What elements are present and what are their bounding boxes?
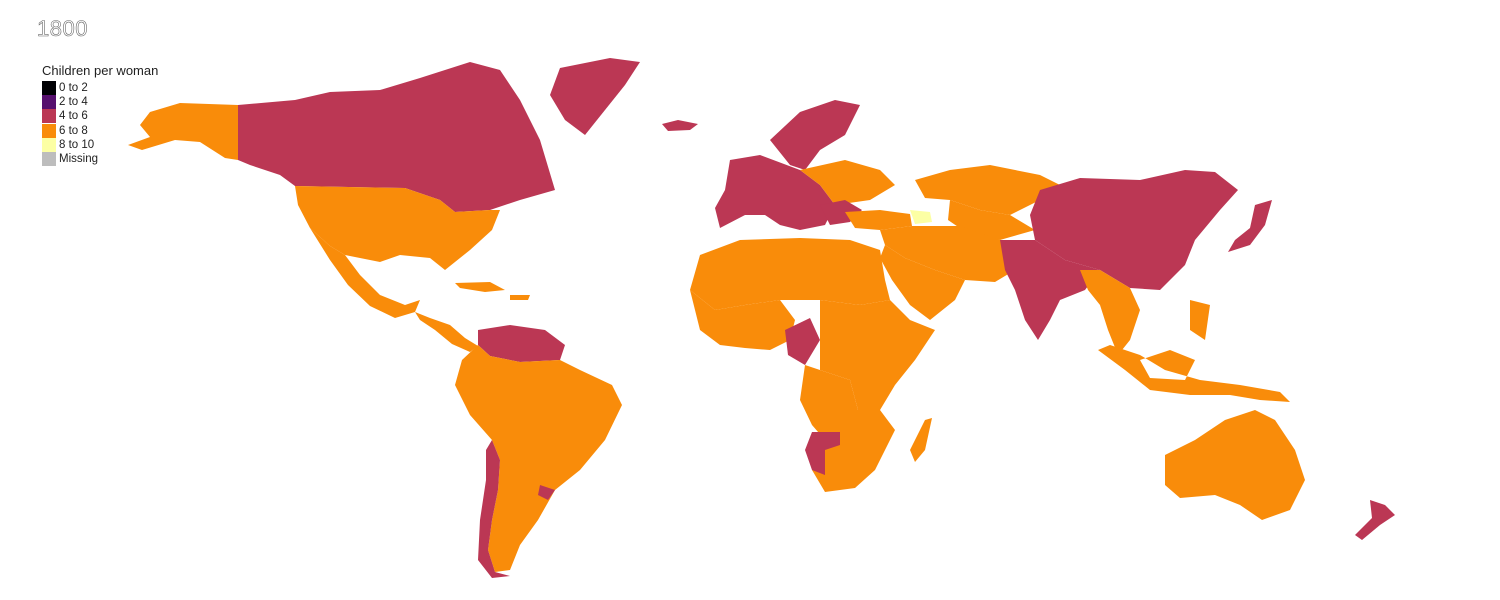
legend-swatch (42, 152, 56, 167)
region-russia (915, 165, 1060, 215)
legend-label: 0 to 2 (59, 82, 88, 95)
region-caucasus (910, 210, 932, 224)
region-iceland (662, 120, 698, 131)
legend-swatch (42, 137, 56, 152)
region-chile (478, 440, 510, 578)
legend-title: Children per woman (42, 63, 159, 78)
legend-swatch (42, 95, 56, 110)
legend: Children per woman 0 to 2 2 to 4 4 to 6 … (42, 63, 159, 167)
region-mexico (310, 228, 420, 318)
region-scandinavia (770, 100, 860, 170)
region-west-africa (690, 290, 795, 350)
region-uruguay (538, 485, 555, 500)
region-new-zealand (1355, 500, 1395, 540)
legend-item: 6 to 8 (42, 123, 158, 138)
region-middle-east (880, 226, 1022, 282)
region-venezuela-and-guianas (478, 325, 565, 362)
region-australia (1165, 410, 1305, 520)
legend-swatch (42, 81, 56, 96)
region-turkey (845, 210, 912, 230)
legend-swatch (42, 109, 56, 124)
region-india (1000, 240, 1100, 340)
region-madagascar (910, 418, 932, 462)
region-caribbean (455, 282, 530, 300)
region-north-africa (690, 238, 890, 310)
legend-label: 4 to 6 (59, 110, 88, 123)
year-label: 1800 (37, 16, 88, 42)
region-china (1030, 170, 1238, 290)
region-indonesia (1098, 300, 1290, 402)
legend-label: 8 to 10 (59, 138, 95, 151)
region-united-states (295, 186, 500, 270)
legend-label: Missing (59, 153, 98, 166)
legend-label: 6 to 8 (59, 124, 88, 137)
region-japan (1228, 200, 1272, 252)
region-greenland (550, 58, 640, 135)
legend-label: 2 to 4 (59, 96, 88, 109)
region-southern-africa (800, 365, 895, 492)
region-east-africa (820, 300, 935, 410)
legend-item: 8 to 10 (42, 137, 158, 152)
legend-item: 2 to 4 (42, 95, 158, 110)
region-arabia (880, 245, 965, 320)
legend-swatch (42, 123, 56, 138)
region-alaska (128, 103, 238, 160)
legend-item: 4 to 6 (42, 109, 158, 124)
region-eastern-europe (800, 160, 895, 205)
region-cameroon (785, 318, 820, 365)
legend-item: 0 to 2 (42, 81, 158, 96)
region-namibia (805, 432, 840, 475)
legend-item: Missing (42, 152, 158, 167)
region-southeast-asia (1080, 270, 1140, 355)
region-canada (238, 62, 555, 212)
region-central-america (415, 312, 478, 352)
region-south-america (455, 345, 622, 572)
